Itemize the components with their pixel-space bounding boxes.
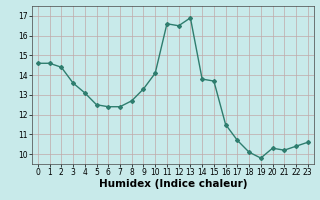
X-axis label: Humidex (Indice chaleur): Humidex (Indice chaleur) [99, 179, 247, 189]
